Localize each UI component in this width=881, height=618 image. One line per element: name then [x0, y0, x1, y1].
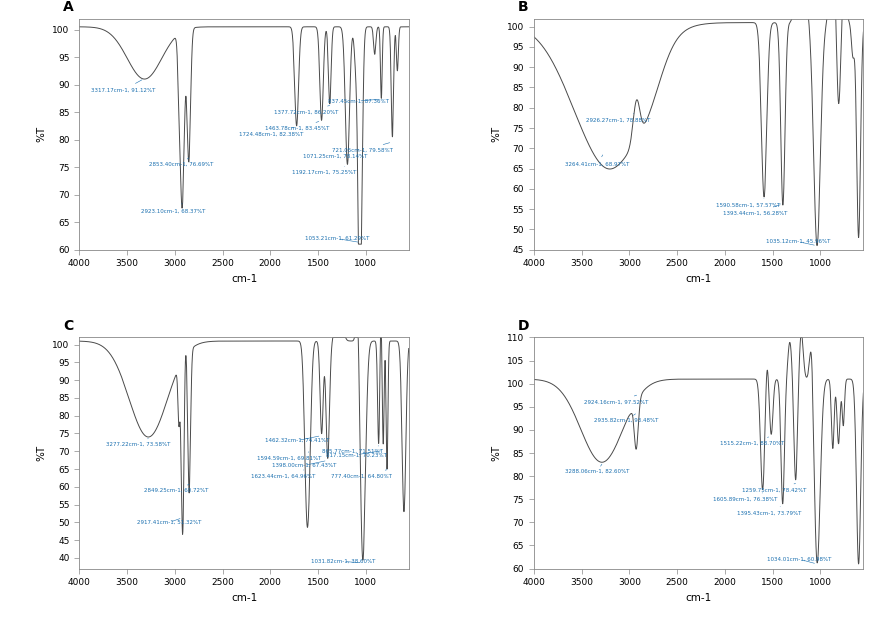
Y-axis label: %T: %T	[37, 445, 47, 461]
Y-axis label: %T: %T	[37, 126, 47, 142]
Text: 1724.48cm-1, 82.38%T: 1724.48cm-1, 82.38%T	[240, 127, 304, 137]
Text: 2923.10cm-1, 68.37%T: 2923.10cm-1, 68.37%T	[141, 203, 205, 214]
Text: 1463.78cm-1, 83.45%T: 1463.78cm-1, 83.45%T	[265, 122, 329, 131]
Text: 2935.82cm-1, 93.48%T: 2935.82cm-1, 93.48%T	[594, 414, 658, 423]
Text: 1605.89cm-1, 76.38%T: 1605.89cm-1, 76.38%T	[713, 493, 777, 502]
Text: 1590.58cm-1, 57.57%T: 1590.58cm-1, 57.57%T	[716, 198, 781, 208]
Text: 1192.17cm-1, 75.25%T: 1192.17cm-1, 75.25%T	[292, 166, 356, 175]
Text: 1053.21cm-1, 61.29%T: 1053.21cm-1, 61.29%T	[305, 236, 370, 242]
Text: 837.45cm-1, 87.36%T: 837.45cm-1, 87.36%T	[328, 99, 389, 104]
Text: B: B	[517, 0, 528, 14]
Text: 1395.43cm-1, 73.79%T: 1395.43cm-1, 73.79%T	[737, 506, 802, 515]
Text: 3264.41cm-1, 68.97%T: 3264.41cm-1, 68.97%T	[565, 155, 629, 167]
Text: 3288.06cm-1, 82.60%T: 3288.06cm-1, 82.60%T	[565, 464, 629, 474]
Text: 1393.44cm-1, 56.28%T: 1393.44cm-1, 56.28%T	[722, 205, 787, 216]
Text: 1594.59cm-1, 69.81%T: 1594.59cm-1, 69.81%T	[257, 452, 322, 461]
X-axis label: cm-1: cm-1	[231, 593, 257, 603]
Text: 1035.12cm-1, 45.96%T: 1035.12cm-1, 45.96%T	[766, 239, 830, 245]
Text: 1034.01cm-1, 60.98%T: 1034.01cm-1, 60.98%T	[767, 557, 832, 563]
Text: 1398.00cm-1, 67.43%T: 1398.00cm-1, 67.43%T	[272, 461, 337, 468]
Text: 1071.25cm-1, 78.14%T: 1071.25cm-1, 78.14%T	[303, 150, 367, 159]
Text: D: D	[517, 319, 529, 333]
Text: 1259.75cm-1, 78.42%T: 1259.75cm-1, 78.42%T	[742, 483, 806, 493]
Text: 1031.82cm-1, 38.60%T: 1031.82cm-1, 38.60%T	[311, 559, 375, 564]
X-axis label: cm-1: cm-1	[685, 274, 712, 284]
Text: 3277.22cm-1, 73.58%T: 3277.22cm-1, 73.58%T	[106, 439, 170, 447]
Text: 2924.16cm-1, 97.52%T: 2924.16cm-1, 97.52%T	[584, 395, 648, 405]
Text: 1623.44cm-1, 64.96%T: 1623.44cm-1, 64.96%T	[251, 470, 315, 478]
Text: 2853.40cm-1, 76.69%T: 2853.40cm-1, 76.69%T	[149, 158, 213, 167]
X-axis label: cm-1: cm-1	[685, 593, 712, 603]
Text: A: A	[63, 0, 74, 14]
Text: 777.40cm-1, 64.80%T: 777.40cm-1, 64.80%T	[330, 470, 391, 478]
X-axis label: cm-1: cm-1	[231, 274, 257, 284]
Text: C: C	[63, 319, 73, 333]
Text: 1515.22cm-1, 88.70%T: 1515.22cm-1, 88.70%T	[720, 437, 784, 446]
Text: 817.15cm-1, 70.23%T: 817.15cm-1, 70.23%T	[326, 451, 387, 457]
Text: 2926.27cm-1, 78.88%T: 2926.27cm-1, 78.88%T	[586, 113, 650, 122]
Text: 721.05cm-1, 79.58%T: 721.05cm-1, 79.58%T	[331, 143, 393, 153]
Text: 1462.32cm-1, 74.41%T: 1462.32cm-1, 74.41%T	[265, 436, 329, 443]
Text: 3317.17cm-1, 91.12%T: 3317.17cm-1, 91.12%T	[92, 80, 156, 93]
Text: 1377.72cm-1, 86.20%T: 1377.72cm-1, 86.20%T	[274, 106, 338, 114]
Y-axis label: %T: %T	[492, 445, 501, 461]
Y-axis label: %T: %T	[492, 126, 501, 142]
Text: 2917.41cm-1, 51.32%T: 2917.41cm-1, 51.32%T	[137, 519, 202, 525]
Text: 865.77cm-1, 71.51%T: 865.77cm-1, 71.51%T	[322, 446, 383, 454]
Text: 2849.25cm-1, 60.72%T: 2849.25cm-1, 60.72%T	[144, 485, 208, 493]
